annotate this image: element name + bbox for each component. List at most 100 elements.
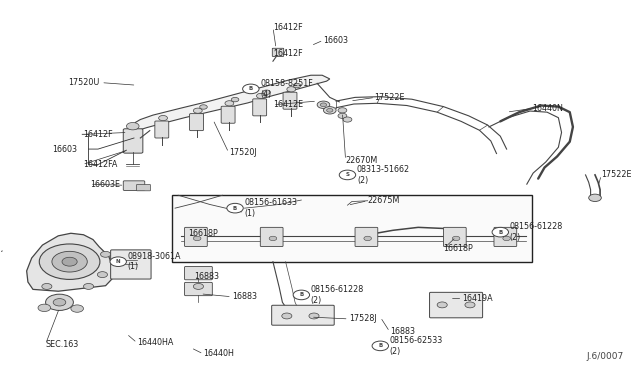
Circle shape bbox=[127, 122, 139, 130]
Text: 16883: 16883 bbox=[390, 327, 415, 336]
FancyBboxPatch shape bbox=[429, 292, 483, 318]
Text: 08156-61633
(1): 08156-61633 (1) bbox=[244, 198, 298, 218]
Circle shape bbox=[269, 236, 276, 241]
Text: 17528J: 17528J bbox=[349, 314, 376, 323]
Circle shape bbox=[364, 236, 371, 241]
FancyBboxPatch shape bbox=[253, 99, 267, 116]
Text: SEC.163: SEC.163 bbox=[45, 340, 79, 349]
Circle shape bbox=[97, 272, 108, 278]
Text: 16440HA: 16440HA bbox=[137, 339, 173, 347]
Circle shape bbox=[263, 90, 271, 94]
Circle shape bbox=[437, 302, 447, 308]
Text: 22675M: 22675M bbox=[367, 196, 400, 205]
Circle shape bbox=[293, 83, 301, 88]
Circle shape bbox=[326, 109, 333, 112]
Circle shape bbox=[71, 305, 83, 312]
Circle shape bbox=[231, 97, 239, 102]
Text: B: B bbox=[249, 86, 253, 92]
FancyBboxPatch shape bbox=[124, 129, 143, 153]
Circle shape bbox=[293, 290, 310, 300]
Text: B: B bbox=[300, 292, 303, 298]
Circle shape bbox=[372, 341, 388, 351]
Circle shape bbox=[83, 283, 93, 289]
FancyBboxPatch shape bbox=[189, 113, 204, 131]
Circle shape bbox=[110, 257, 127, 266]
Circle shape bbox=[193, 236, 201, 241]
Circle shape bbox=[492, 227, 509, 237]
Text: 08918-3061A
(1): 08918-3061A (1) bbox=[128, 252, 181, 272]
FancyBboxPatch shape bbox=[221, 106, 235, 123]
FancyBboxPatch shape bbox=[272, 48, 284, 57]
Text: 08156-61228
(2): 08156-61228 (2) bbox=[311, 285, 364, 305]
FancyBboxPatch shape bbox=[111, 250, 151, 279]
Circle shape bbox=[193, 283, 204, 289]
Circle shape bbox=[53, 299, 66, 306]
Circle shape bbox=[339, 170, 356, 180]
Circle shape bbox=[100, 251, 111, 257]
Text: 08156-62533
(2): 08156-62533 (2) bbox=[390, 336, 443, 356]
Circle shape bbox=[243, 84, 259, 94]
Text: B: B bbox=[498, 230, 502, 235]
Circle shape bbox=[317, 101, 330, 109]
Circle shape bbox=[282, 313, 292, 319]
Circle shape bbox=[287, 87, 296, 92]
Text: 16412F: 16412F bbox=[273, 49, 303, 58]
FancyBboxPatch shape bbox=[184, 282, 212, 296]
Text: 16419A: 16419A bbox=[463, 294, 493, 303]
Text: 08313-51662
(2): 08313-51662 (2) bbox=[357, 165, 410, 185]
Text: 16603E: 16603E bbox=[90, 180, 120, 189]
Text: 16618P: 16618P bbox=[188, 230, 218, 238]
Circle shape bbox=[193, 108, 202, 113]
Text: 16412E: 16412E bbox=[273, 100, 303, 109]
Text: 17520U: 17520U bbox=[68, 78, 99, 87]
Text: 16603: 16603 bbox=[323, 36, 348, 45]
Polygon shape bbox=[27, 233, 114, 291]
Text: 08158-8251F
(4): 08158-8251F (4) bbox=[260, 79, 313, 99]
Circle shape bbox=[465, 302, 475, 308]
Bar bbox=[172, 195, 532, 262]
FancyBboxPatch shape bbox=[124, 181, 145, 190]
Circle shape bbox=[452, 236, 460, 241]
Text: 16603: 16603 bbox=[52, 145, 77, 154]
FancyBboxPatch shape bbox=[184, 266, 212, 280]
Text: N: N bbox=[116, 259, 120, 264]
Text: 16883: 16883 bbox=[194, 272, 219, 281]
Text: S: S bbox=[346, 173, 349, 177]
Circle shape bbox=[52, 251, 87, 272]
Text: 16412F: 16412F bbox=[83, 130, 113, 139]
Circle shape bbox=[45, 294, 74, 310]
Circle shape bbox=[225, 101, 234, 106]
Circle shape bbox=[200, 105, 207, 109]
Circle shape bbox=[323, 107, 336, 114]
Text: 17520J: 17520J bbox=[228, 148, 257, 157]
FancyBboxPatch shape bbox=[155, 121, 169, 138]
FancyBboxPatch shape bbox=[444, 227, 466, 247]
Polygon shape bbox=[135, 75, 330, 131]
Circle shape bbox=[320, 103, 326, 107]
Text: 17522E: 17522E bbox=[602, 170, 632, 179]
Circle shape bbox=[38, 304, 51, 311]
Text: 16440H: 16440H bbox=[204, 350, 234, 359]
Circle shape bbox=[503, 236, 510, 241]
FancyBboxPatch shape bbox=[272, 305, 334, 325]
FancyBboxPatch shape bbox=[355, 227, 378, 247]
Circle shape bbox=[227, 203, 243, 213]
Circle shape bbox=[589, 194, 602, 202]
Circle shape bbox=[62, 257, 77, 266]
Text: 22670M: 22670M bbox=[346, 155, 378, 165]
Text: 16412F: 16412F bbox=[273, 23, 303, 32]
Circle shape bbox=[338, 108, 347, 113]
Text: B: B bbox=[378, 343, 383, 348]
FancyBboxPatch shape bbox=[136, 185, 150, 191]
Text: 16883: 16883 bbox=[232, 292, 257, 301]
FancyBboxPatch shape bbox=[494, 227, 516, 247]
Circle shape bbox=[42, 283, 52, 289]
Text: 16412FA: 16412FA bbox=[83, 160, 118, 169]
Circle shape bbox=[257, 93, 266, 99]
Circle shape bbox=[338, 113, 347, 118]
Text: 16618P: 16618P bbox=[444, 244, 473, 253]
FancyBboxPatch shape bbox=[260, 227, 283, 247]
Circle shape bbox=[343, 117, 352, 122]
Text: 08156-61228
(2): 08156-61228 (2) bbox=[510, 222, 563, 242]
Circle shape bbox=[39, 244, 100, 279]
